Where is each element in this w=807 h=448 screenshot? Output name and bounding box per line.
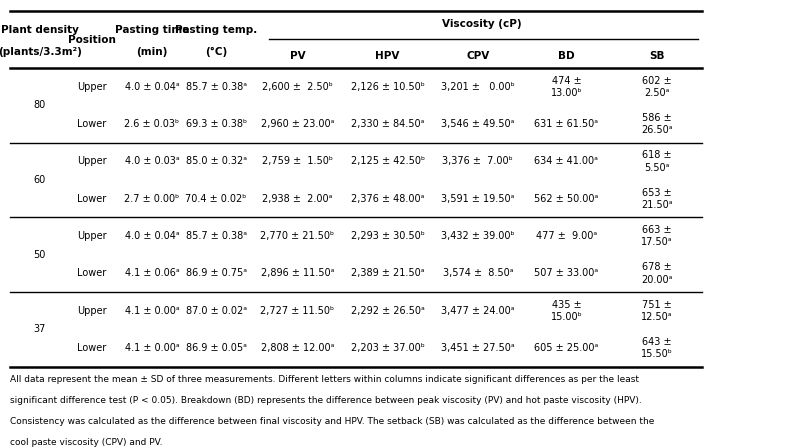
Text: 653 ±
21.50ᵃ: 653 ± 21.50ᵃ [641,188,672,210]
Text: (min): (min) [136,47,168,57]
Text: 2,960 ± 23.00ᵃ: 2,960 ± 23.00ᵃ [261,119,334,129]
Text: Position: Position [68,34,116,45]
Text: 86.9 ± 0.05ᵃ: 86.9 ± 0.05ᵃ [186,343,246,353]
Text: 87.0 ± 0.02ᵃ: 87.0 ± 0.02ᵃ [186,306,247,316]
Text: 2,896 ± 11.50ᵃ: 2,896 ± 11.50ᵃ [261,268,334,278]
Text: 2,808 ± 12.00ᵃ: 2,808 ± 12.00ᵃ [261,343,334,353]
Text: 474 ±
13.00ᵇ: 474 ± 13.00ᵇ [550,76,582,98]
Text: 2,125 ± 42.50ᵇ: 2,125 ± 42.50ᵇ [350,156,424,167]
Text: Lower: Lower [77,194,107,204]
Text: SB: SB [649,51,664,61]
Text: 4.1 ± 0.00ᵃ: 4.1 ± 0.00ᵃ [125,306,179,316]
Text: 751 ±
12.50ᵃ: 751 ± 12.50ᵃ [641,300,672,322]
Text: 85.7 ± 0.38ᵃ: 85.7 ± 0.38ᵃ [186,82,247,92]
Text: 2,770 ± 21.50ᵇ: 2,770 ± 21.50ᵇ [261,231,335,241]
Text: Lower: Lower [77,268,107,278]
Text: 70.4 ± 0.02ᵇ: 70.4 ± 0.02ᵇ [186,194,247,204]
Text: 69.3 ± 0.38ᵇ: 69.3 ± 0.38ᵇ [186,119,247,129]
Text: 4.0 ± 0.04ᵃ: 4.0 ± 0.04ᵃ [125,231,179,241]
Text: 2,759 ±  1.50ᵇ: 2,759 ± 1.50ᵇ [262,156,333,167]
Text: 2,376 ± 48.00ᵃ: 2,376 ± 48.00ᵃ [351,194,424,204]
Text: 37: 37 [34,324,46,334]
Text: 2,292 ± 26.50ᵃ: 2,292 ± 26.50ᵃ [351,306,424,316]
Text: 4.0 ± 0.04ᵃ: 4.0 ± 0.04ᵃ [125,82,179,92]
Text: 507 ± 33.00ᵃ: 507 ± 33.00ᵃ [534,268,599,278]
Text: 2,126 ± 10.50ᵇ: 2,126 ± 10.50ᵇ [351,82,424,92]
Text: 663 ±
17.50ᵃ: 663 ± 17.50ᵃ [641,225,672,247]
Text: 2,389 ± 21.50ᵃ: 2,389 ± 21.50ᵃ [351,268,424,278]
Text: 3,574 ±  8.50ᵃ: 3,574 ± 8.50ᵃ [442,268,513,278]
Text: 605 ± 25.00ᵃ: 605 ± 25.00ᵃ [534,343,599,353]
Text: 618 ±
5.50ᵃ: 618 ± 5.50ᵃ [642,150,671,172]
Text: CPV: CPV [466,51,490,61]
Text: Viscosity (cP): Viscosity (cP) [442,19,521,29]
Text: Upper: Upper [77,156,107,167]
Text: 678 ±
20.00ᵃ: 678 ± 20.00ᵃ [641,262,672,284]
Text: Upper: Upper [77,82,107,92]
Text: 3,591 ± 19.50ᵃ: 3,591 ± 19.50ᵃ [441,194,515,204]
Text: Consistency was calculated as the difference between final viscosity and HPV. Th: Consistency was calculated as the differ… [10,417,654,426]
Text: 2.6 ± 0.03ᵇ: 2.6 ± 0.03ᵇ [124,119,180,129]
Text: cool paste viscosity (CPV) and PV.: cool paste viscosity (CPV) and PV. [10,438,162,447]
Text: 3,451 ± 27.50ᵃ: 3,451 ± 27.50ᵃ [441,343,515,353]
Text: 85.7 ± 0.38ᵃ: 85.7 ± 0.38ᵃ [186,231,247,241]
Text: 50: 50 [34,250,46,260]
Text: PV: PV [290,51,305,61]
Text: 602 ±
2.50ᵃ: 602 ± 2.50ᵃ [642,76,671,98]
Text: 3,376 ±  7.00ᵇ: 3,376 ± 7.00ᵇ [442,156,513,167]
Text: All data represent the mean ± SD of three measurements. Different letters within: All data represent the mean ± SD of thre… [10,375,638,383]
Text: Upper: Upper [77,306,107,316]
Text: 3,432 ± 39.00ᵇ: 3,432 ± 39.00ᵇ [441,231,515,241]
Text: 2,938 ±  2.00ᵃ: 2,938 ± 2.00ᵃ [262,194,332,204]
Text: 631 ± 61.50ᵃ: 631 ± 61.50ᵃ [534,119,599,129]
Text: significant difference test (P < 0.05). Breakdown (BD) represents the difference: significant difference test (P < 0.05). … [10,396,642,405]
Text: 643 ±
15.50ᵇ: 643 ± 15.50ᵇ [641,337,672,359]
Text: 634 ± 41.00ᵃ: 634 ± 41.00ᵃ [534,156,598,167]
Text: HPV: HPV [375,51,400,61]
Text: 435 ±
15.00ᵇ: 435 ± 15.00ᵇ [550,300,583,322]
Text: 2,203 ± 37.00ᵇ: 2,203 ± 37.00ᵇ [351,343,424,353]
Text: 477 ±  9.00ᵃ: 477 ± 9.00ᵃ [536,231,597,241]
Text: 2,600 ±  2.50ᵇ: 2,600 ± 2.50ᵇ [262,82,333,92]
Text: 562 ± 50.00ᵃ: 562 ± 50.00ᵃ [534,194,599,204]
Text: 4.0 ± 0.03ᵃ: 4.0 ± 0.03ᵃ [125,156,179,167]
Text: 3,477 ± 24.00ᵃ: 3,477 ± 24.00ᵃ [441,306,515,316]
Text: 2,727 ± 11.50ᵇ: 2,727 ± 11.50ᵇ [261,306,335,316]
Text: 2,293 ± 30.50ᵇ: 2,293 ± 30.50ᵇ [351,231,424,241]
Text: Plant density: Plant density [1,25,78,35]
Text: 85.0 ± 0.32ᵃ: 85.0 ± 0.32ᵃ [186,156,247,167]
Text: Lower: Lower [77,119,107,129]
Text: Pasting temp.: Pasting temp. [175,25,257,35]
Text: 3,201 ±   0.00ᵇ: 3,201 ± 0.00ᵇ [441,82,515,92]
Text: Pasting time: Pasting time [115,25,189,35]
Text: 4.1 ± 0.00ᵃ: 4.1 ± 0.00ᵃ [125,343,179,353]
Text: 3,546 ± 49.50ᵃ: 3,546 ± 49.50ᵃ [441,119,515,129]
Text: Upper: Upper [77,231,107,241]
Text: (°C): (°C) [205,47,228,57]
Text: Lower: Lower [77,343,107,353]
Text: 60: 60 [34,175,46,185]
Text: 2.7 ± 0.00ᵇ: 2.7 ± 0.00ᵇ [124,194,180,204]
Text: 86.9 ± 0.75ᵃ: 86.9 ± 0.75ᵃ [186,268,247,278]
Text: 4.1 ± 0.06ᵃ: 4.1 ± 0.06ᵃ [125,268,179,278]
Text: 2,330 ± 84.50ᵃ: 2,330 ± 84.50ᵃ [351,119,424,129]
Text: 586 ±
26.50ᵃ: 586 ± 26.50ᵃ [641,113,672,135]
Text: (plants/3.3m²): (plants/3.3m²) [0,47,82,57]
Text: BD: BD [558,51,575,61]
Text: 80: 80 [34,100,46,111]
